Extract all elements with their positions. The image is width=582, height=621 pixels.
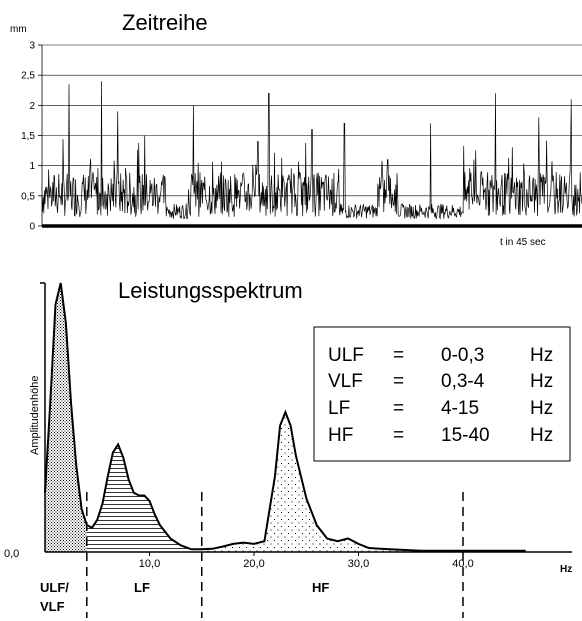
timeseries-yticks: 0 0,5 1 1,5 2 2,5 3 xyxy=(21,41,35,233)
legend-unit: Hz xyxy=(530,371,553,392)
legend-name: LF xyxy=(328,398,350,419)
legend-name: ULF xyxy=(328,345,364,366)
legend-eq: = xyxy=(393,371,404,392)
legend-range: 15-40 xyxy=(441,425,490,446)
legend-range: 0-0,3 xyxy=(441,345,484,366)
band-label-vlf: VLF xyxy=(40,599,65,614)
spectrum-y-origin-label: 0,0 xyxy=(4,548,19,560)
legend-row-hf: HF = 15-40 Hz xyxy=(328,425,553,446)
legend-row-ulf: ULF = 0-0,3 Hz xyxy=(328,345,553,366)
legend-unit: Hz xyxy=(530,398,553,419)
spectrum-xlabel: Hz xyxy=(560,564,572,575)
band-fill-ulf-vlf xyxy=(45,283,87,552)
timeseries-ylabel: mm xyxy=(10,24,27,35)
band-label-ulf: ULF/ xyxy=(40,580,69,595)
spectrum-ylabel: Amplitudenhöhe xyxy=(29,375,41,455)
spectrum-chart: Leistungsspektrum Amplitudenhöhe 0,0 10,… xyxy=(4,278,572,618)
legend-eq: = xyxy=(393,425,404,446)
y-tick-label: 1,5 xyxy=(21,131,35,142)
y-tick-label: 1 xyxy=(29,161,35,172)
legend-row-lf: LF = 4-15 Hz xyxy=(328,398,553,419)
legend-eq: = xyxy=(393,345,404,366)
legend-range: 4-15 xyxy=(441,398,479,419)
band-label-hf: HF xyxy=(312,580,329,595)
legend-unit: Hz xyxy=(530,345,553,366)
x-tick-label: 40,0 xyxy=(452,558,473,570)
y-tick-label: 0 xyxy=(29,222,35,233)
legend-name: VLF xyxy=(328,371,363,392)
timeseries-xlabel: t in 45 sec xyxy=(500,237,546,248)
legend-box xyxy=(313,326,571,462)
x-tick-label: 20,0 xyxy=(243,558,264,570)
legend-name: HF xyxy=(328,425,353,446)
spectrum-xticks: 10,0 20,0 30,0 40,0 xyxy=(139,552,474,570)
timeseries-title: Zeitreihe xyxy=(122,10,208,35)
spectrum-title: Leistungsspektrum xyxy=(118,278,303,303)
legend-range: 0,3-4 xyxy=(441,371,485,392)
y-tick-label: 2 xyxy=(29,101,35,112)
x-tick-label: 10,0 xyxy=(139,558,160,570)
timeseries-trace xyxy=(41,81,582,220)
legend-row-vlf: VLF = 0,3-4 Hz xyxy=(328,371,553,392)
spectrum-band-dividers xyxy=(86,492,464,618)
legend-unit: Hz xyxy=(530,425,553,446)
y-tick-label: 2,5 xyxy=(21,71,35,82)
band-label-lf: LF xyxy=(134,580,150,595)
x-tick-label: 30,0 xyxy=(348,558,369,570)
y-tick-label: 3 xyxy=(29,41,35,52)
spectrum-legend: ULF = 0-0,3 Hz VLF = 0,3-4 Hz LF = 4-15 … xyxy=(313,326,571,462)
band-fill-lf xyxy=(86,444,202,552)
y-tick-label: 0,5 xyxy=(21,191,35,202)
timeseries-chart: Zeitreihe mm 0 0,5 1 1,5 2 2,5 3 t in 45 sec xyxy=(10,10,582,248)
legend-eq: = xyxy=(393,398,404,419)
